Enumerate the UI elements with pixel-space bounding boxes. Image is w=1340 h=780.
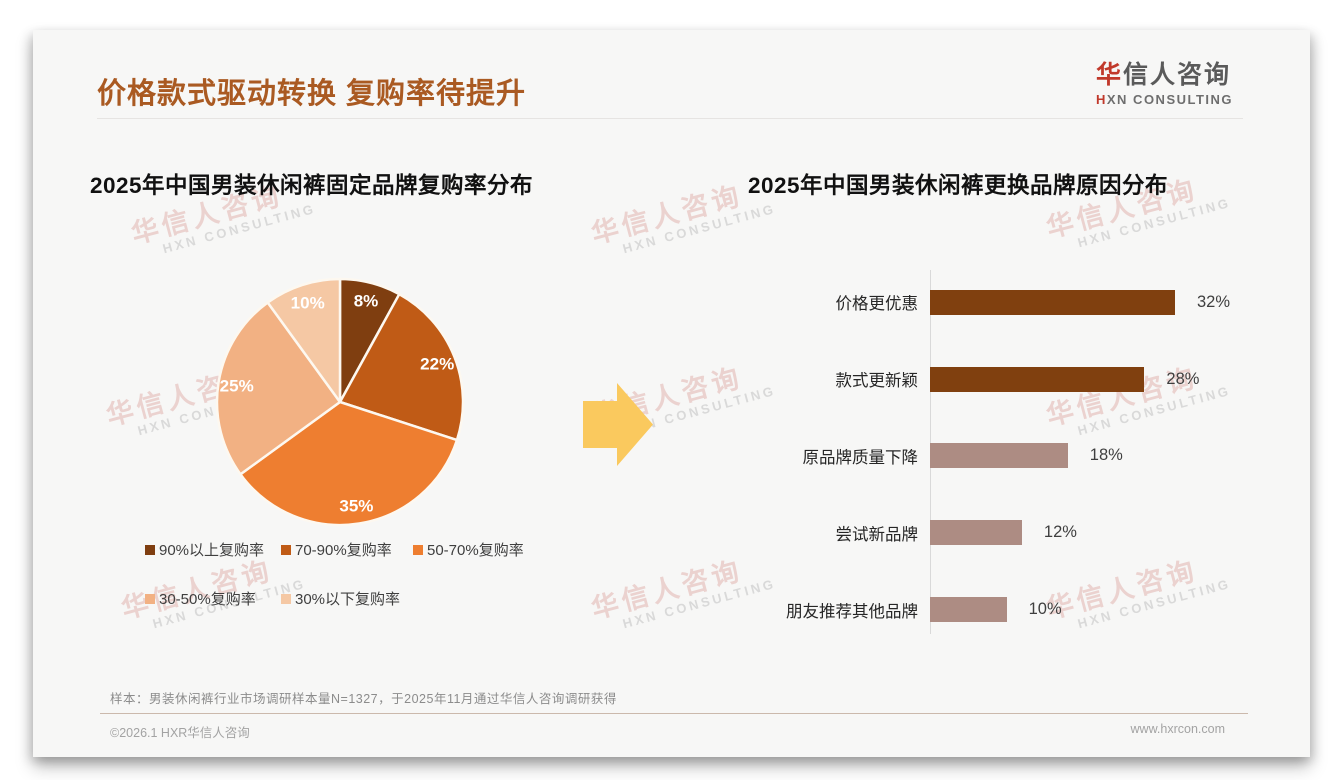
bar bbox=[930, 597, 1007, 623]
legend-swatch bbox=[145, 593, 155, 604]
slide-card: 价格款式驱动转换 复购率待提升 华信人咨询 HXN CONSULTING 华信人… bbox=[33, 30, 1310, 757]
legend-label: 30-50%复购率 bbox=[159, 591, 256, 608]
bar-row: 尝试新品牌 12% bbox=[780, 494, 1280, 571]
title-divider bbox=[97, 118, 1243, 119]
pie-legend: 90%以上复购率 70-90%复购率 50-70%复购率 30-50%复购率 30%以下… bbox=[145, 539, 615, 609]
watermark-en-text: HXN CONSULTING bbox=[1075, 194, 1233, 251]
legend-label: 70-90%复购率 bbox=[295, 542, 392, 559]
logo-chinese-text: 华信人咨询 bbox=[1096, 60, 1233, 90]
bar-value-label: 28% bbox=[1166, 369, 1200, 388]
legend-item: 50-70%复购率 bbox=[413, 539, 573, 560]
bar-value-label: 32% bbox=[1197, 292, 1231, 311]
sample-footnote: 样本：男装休闲裤行业市场调研样本量N=1327，于2025年11月通过华信人咨询… bbox=[110, 692, 617, 706]
logo-english-text: HXN CONSULTING bbox=[1096, 92, 1233, 108]
bar bbox=[930, 443, 1068, 469]
legend-swatch bbox=[413, 544, 423, 555]
bar-value-label: 12% bbox=[1043, 523, 1077, 542]
legend-swatch bbox=[281, 544, 291, 555]
pie-slice-label: 10% bbox=[291, 294, 325, 313]
watermark: 华信人咨询 HXN CONSULTING bbox=[587, 541, 778, 638]
bar-value-label: 18% bbox=[1089, 446, 1123, 465]
legend-item: 30-50%复购率 bbox=[145, 588, 281, 609]
pie-slice-label: 35% bbox=[339, 496, 373, 515]
pie-chart-title: 2025年中国男装休闲裤固定品牌复购率分布 bbox=[90, 173, 534, 198]
logo-en-accent: H bbox=[1096, 92, 1107, 107]
pie-slice bbox=[215, 301, 342, 476]
page-title: 价格款式驱动转换 复购率待提升 bbox=[97, 78, 527, 110]
legend-label: 50-70%复购率 bbox=[427, 542, 524, 559]
bar-row: 价格更优惠 32% bbox=[780, 264, 1280, 341]
legend-label: 30%以下复购率 bbox=[295, 591, 401, 608]
pie-slice bbox=[338, 292, 465, 442]
bar bbox=[930, 289, 1175, 315]
bar-chart: 价格更优惠 32% 款式更新颖 28% 原品牌质量下降 18% 尝试新品牌 12% 朋友推荐其他… bbox=[780, 264, 1280, 648]
legend-item: 70-90%复购率 bbox=[281, 539, 413, 560]
footer-divider bbox=[100, 713, 1248, 714]
bar-row: 原品牌质量下降 18% bbox=[780, 418, 1280, 495]
legend-item: 30%以下复购率 bbox=[281, 588, 413, 609]
company-logo: 华信人咨询 HXN CONSULTING bbox=[1096, 60, 1233, 108]
bar bbox=[930, 520, 1022, 546]
footer-copyright: ©2026.1 HXR华信人咨询 bbox=[110, 726, 250, 740]
bar-value-label: 10% bbox=[1028, 600, 1062, 619]
legend-swatch bbox=[281, 593, 291, 604]
pie-svg: 8% 22% 35% 25% 10% bbox=[215, 277, 465, 527]
bar bbox=[930, 366, 1145, 392]
watermark-en-text: HXN CONSULTING bbox=[160, 200, 318, 257]
watermark-cn-text: 华信人咨询 bbox=[588, 180, 746, 250]
watermark-en-text: HXN CONSULTING bbox=[620, 200, 778, 257]
logo-en-rest: XN CONSULTING bbox=[1106, 92, 1234, 107]
pie-slice-label: 25% bbox=[220, 377, 254, 396]
bar-category-label: 朋友推荐其他品牌 bbox=[786, 602, 918, 621]
bar-row: 朋友推荐其他品牌 10% bbox=[780, 571, 1280, 648]
bar-category-label: 原品牌质量下降 bbox=[802, 448, 919, 467]
legend-label: 90%以上复购率 bbox=[159, 542, 265, 559]
watermark-en-text: HXN CONSULTING bbox=[620, 575, 778, 632]
bar-category-label: 价格更优惠 bbox=[835, 295, 919, 314]
logo-cn-accent: 华 bbox=[1096, 61, 1124, 89]
logo-cn-rest: 信人咨询 bbox=[1123, 61, 1232, 89]
transition-arrow-icon bbox=[583, 383, 653, 466]
pie-chart: 8% 22% 35% 25% 10% bbox=[195, 257, 485, 547]
pie-slice bbox=[239, 400, 459, 527]
footer-website: www.hxrcon.com bbox=[1130, 722, 1225, 736]
pie-slice bbox=[266, 277, 342, 404]
bar-chart-title: 2025年中国男装休闲裤更换品牌原因分布 bbox=[748, 173, 1169, 198]
pie-slice-label: 22% bbox=[420, 355, 454, 374]
legend-swatch bbox=[145, 544, 155, 555]
pie-slice-label: 8% bbox=[354, 292, 379, 311]
bar-category-label: 尝试新品牌 bbox=[835, 525, 919, 544]
bar-row: 款式更新颖 28% bbox=[780, 341, 1280, 418]
bar-category-label: 款式更新颖 bbox=[835, 372, 919, 391]
legend-item: 90%以上复购率 bbox=[145, 539, 281, 560]
